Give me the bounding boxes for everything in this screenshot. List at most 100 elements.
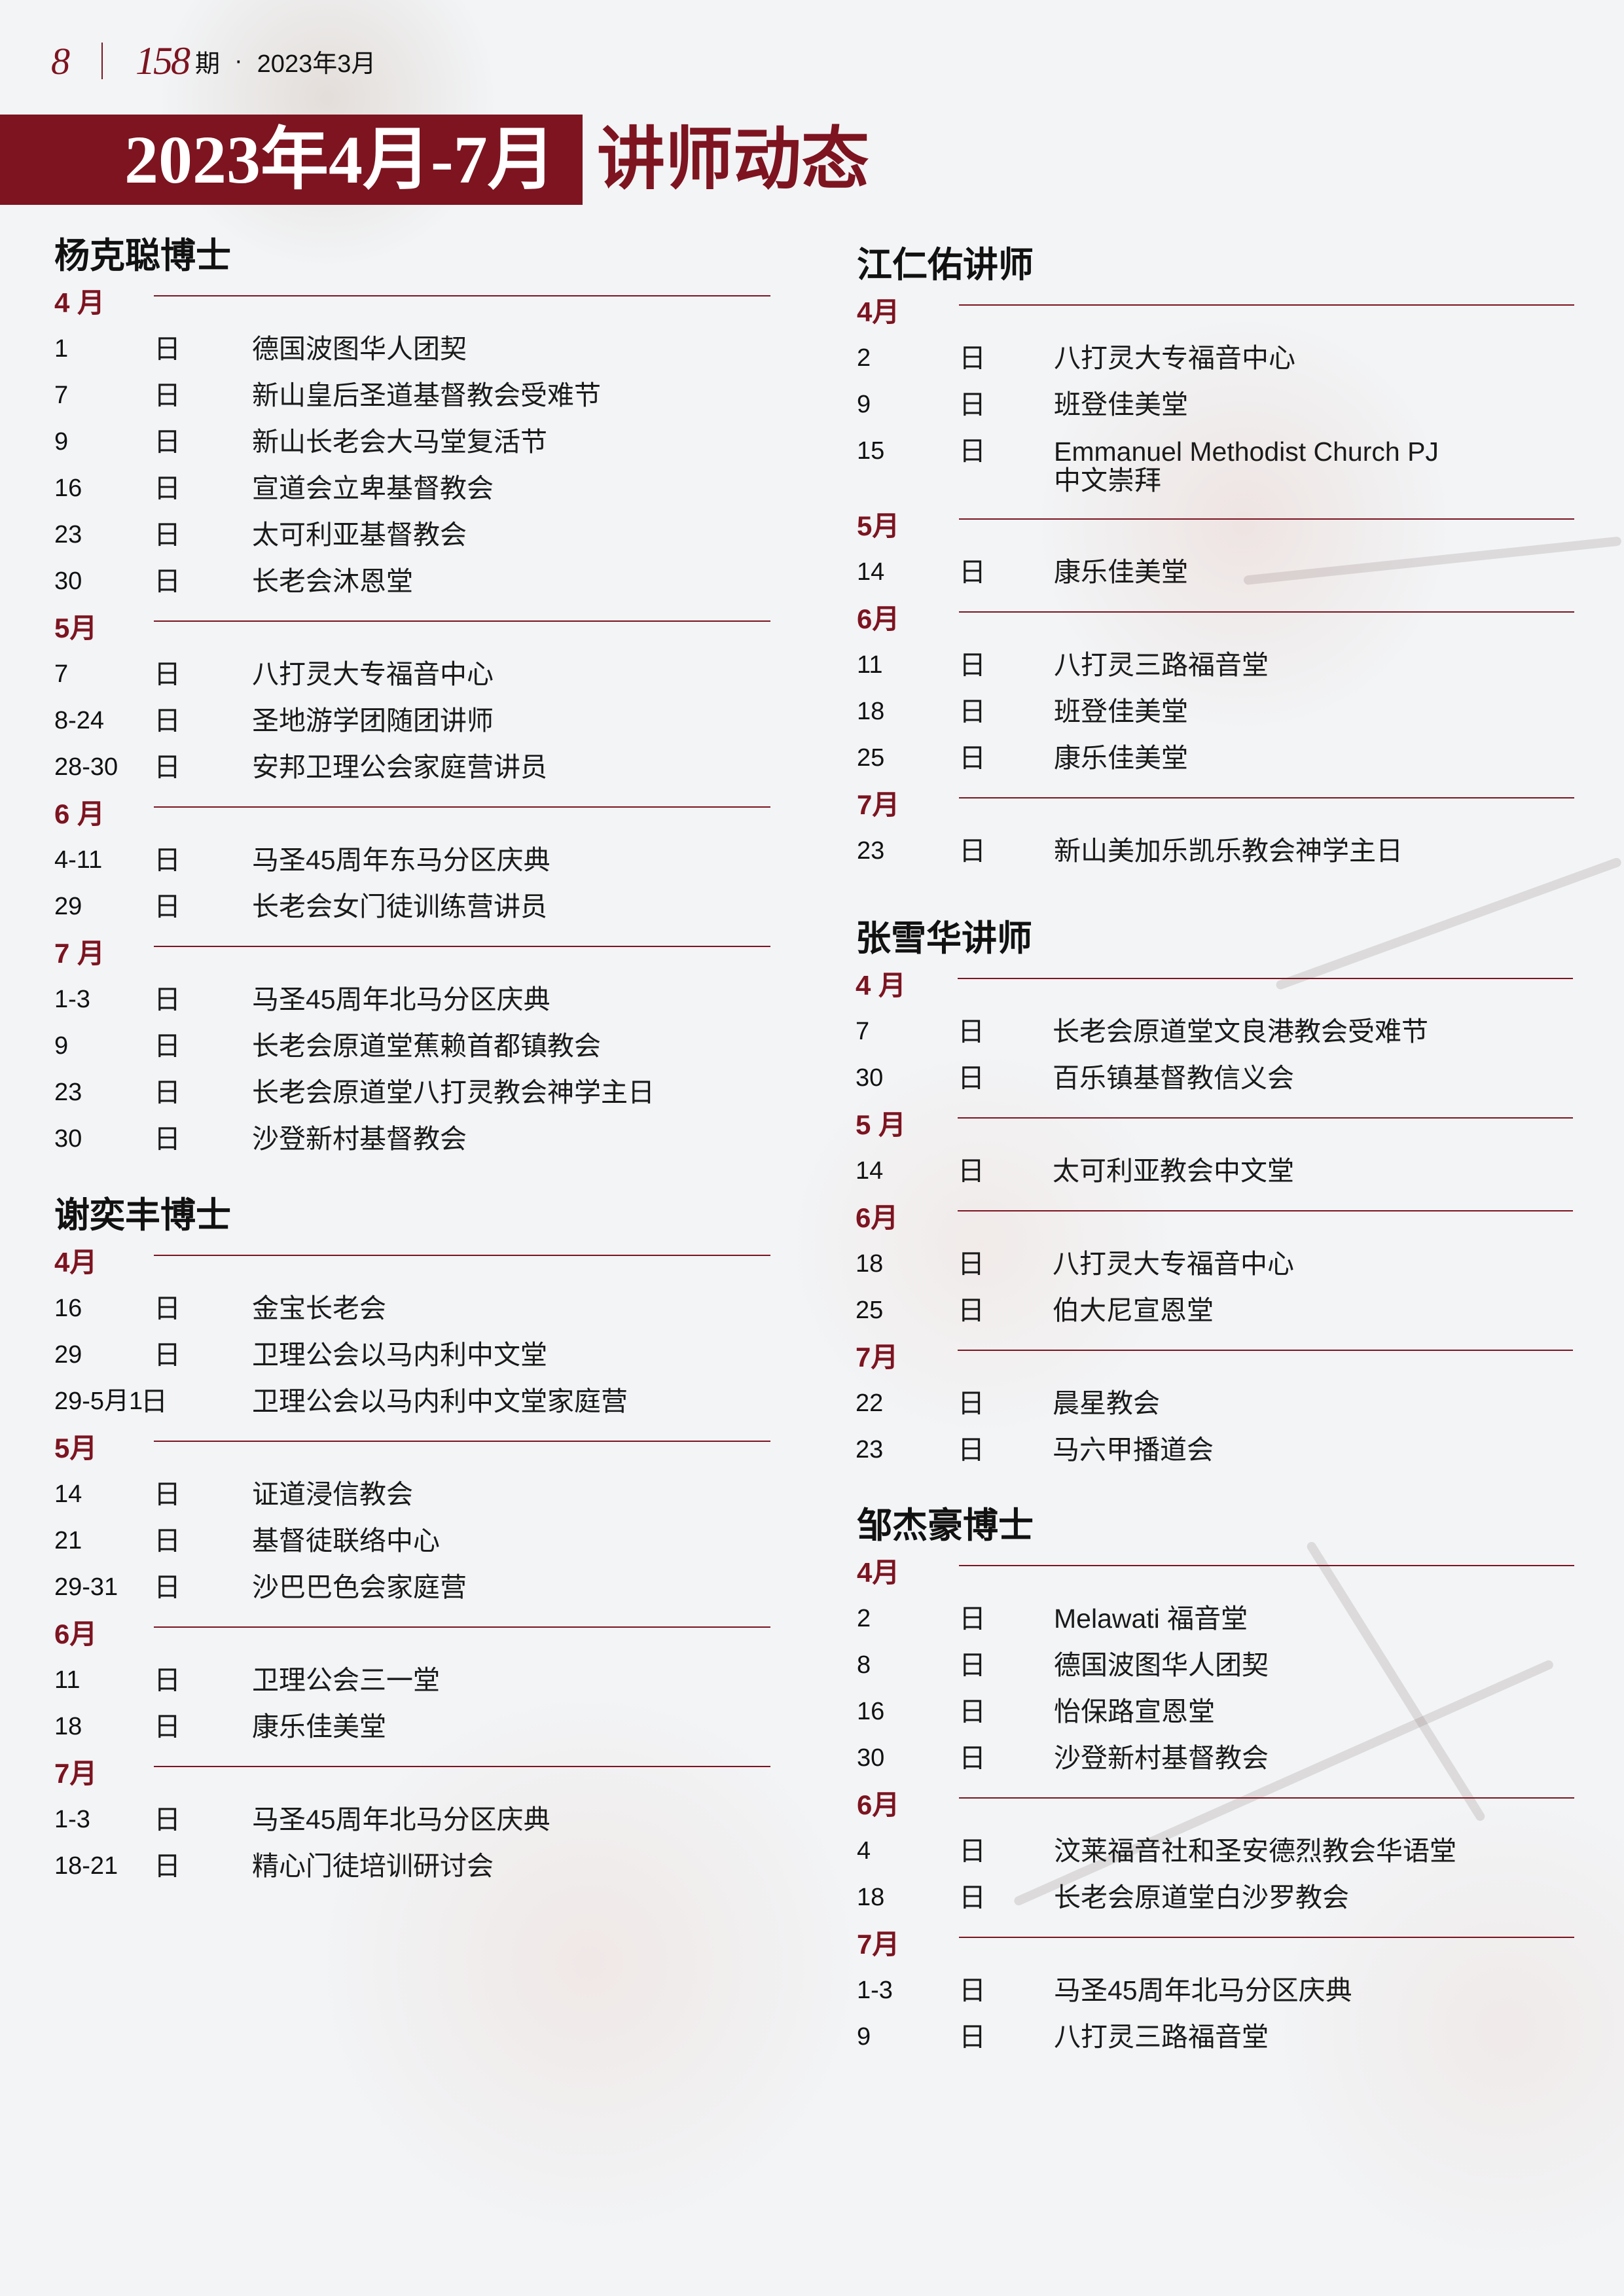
day-label: 日 bbox=[154, 1293, 181, 1323]
event-date: 1-3 bbox=[857, 1977, 893, 2004]
event-date: 4-11 bbox=[54, 846, 103, 874]
event-place: 新山皇后圣道基督教会受难节 bbox=[252, 380, 601, 410]
day-label: 日 bbox=[154, 1851, 181, 1881]
month-divider bbox=[154, 1766, 770, 1767]
month-label: 4 月 bbox=[54, 287, 105, 318]
schedule-row: 18 日 康乐佳美堂 bbox=[54, 1704, 770, 1750]
event-place: 八打灵三路福音堂 bbox=[1054, 650, 1269, 680]
event-place: 长老会女门徒训练营讲员 bbox=[252, 891, 547, 922]
month-divider bbox=[154, 806, 770, 808]
day-label: 日 bbox=[959, 1882, 986, 1912]
event-date: 29 bbox=[54, 893, 82, 920]
schedule-row: 30 日 沙登新村基督教会 bbox=[857, 1735, 1574, 1782]
event-place: 长老会原道堂蕉赖首都镇教会 bbox=[252, 1031, 601, 1061]
event-place: 晨星教会 bbox=[1053, 1388, 1160, 1418]
event-date: 18 bbox=[856, 1250, 884, 1278]
event-date: 22 bbox=[856, 1390, 884, 1417]
day-label: 日 bbox=[154, 380, 181, 410]
month-header: 6月 bbox=[856, 1194, 1573, 1241]
title-banner bbox=[0, 115, 583, 205]
day-label: 日 bbox=[154, 566, 181, 596]
schedule-row: 18 日 长老会原道堂白沙罗教会 bbox=[857, 1874, 1574, 1921]
month-divider bbox=[154, 1441, 770, 1442]
month-divider bbox=[959, 611, 1574, 613]
event-place: 新山美加乐凯乐教会神学主日 bbox=[1054, 836, 1403, 866]
schedule-row: 18-21 日 精心门徒培训研讨会 bbox=[54, 1843, 770, 1890]
separator-dot: · bbox=[234, 46, 243, 75]
month-label: 7月 bbox=[54, 1758, 98, 1789]
event-place: 金宝长老会 bbox=[252, 1293, 386, 1323]
month-header: 4 月 bbox=[54, 279, 770, 326]
event-place: 八打灵三路福音堂 bbox=[1054, 2022, 1269, 2052]
day-label: 日 bbox=[154, 1031, 181, 1061]
lecturer-section: 杨克聪博士 4 月 1 日德国波图华人团契 7 日新山皇后圣道基督教会受难节 9 日新山长老会… bbox=[54, 233, 770, 1162]
event-place: 长老会原道堂文良港教会受难节 bbox=[1053, 1016, 1428, 1047]
day-label: 日 bbox=[958, 1435, 984, 1465]
schedule-row: 29 日 长老会女门徒训练营讲员 bbox=[54, 884, 770, 930]
day-label: 日 bbox=[154, 1340, 181, 1370]
month-label: 7 月 bbox=[54, 938, 105, 969]
month-label: 6月 bbox=[856, 1202, 899, 1233]
event-date: 2 bbox=[857, 1605, 871, 1632]
event-place: 康乐佳美堂 bbox=[1054, 557, 1188, 587]
month-label: 6月 bbox=[857, 1789, 900, 1820]
event-place: 沙登新村基督教会 bbox=[252, 1124, 467, 1154]
event-date: 29 bbox=[54, 1341, 82, 1369]
day-label: 日 bbox=[154, 334, 181, 364]
month-divider bbox=[959, 797, 1574, 798]
day-label: 日 bbox=[958, 1063, 984, 1093]
event-place: 沙登新村基督教会 bbox=[1054, 1743, 1269, 1773]
schedule-row: 7 日 新山皇后圣道基督教会受难节 bbox=[54, 372, 770, 419]
schedule-row: 23 日 太可利亚基督教会 bbox=[54, 512, 770, 558]
issue-date: 2023年3月 bbox=[257, 50, 376, 78]
event-place: 马圣45周年北马分区庆典 bbox=[1054, 1975, 1352, 2005]
month-label: 5月 bbox=[54, 613, 98, 643]
event-date: 7 bbox=[54, 382, 69, 409]
event-place: 班登佳美堂 bbox=[1054, 389, 1188, 420]
event-date: 4 bbox=[857, 1837, 871, 1865]
schedule-row: 14 日 康乐佳美堂 bbox=[857, 549, 1574, 596]
schedule-row: 22 日 晨星教会 bbox=[856, 1380, 1573, 1427]
schedule-row: 4-11 日 马圣45周年东马分区庆典 bbox=[54, 837, 770, 884]
month-label: 5 月 bbox=[856, 1109, 907, 1140]
event-date: 14 bbox=[54, 1480, 82, 1508]
month-divider bbox=[959, 1797, 1574, 1799]
day-label: 日 bbox=[154, 473, 181, 503]
month-label: 6月 bbox=[54, 1619, 98, 1649]
month-label: 4 月 bbox=[856, 970, 907, 1001]
event-date: 18 bbox=[857, 698, 885, 725]
event-date: 11 bbox=[857, 651, 883, 679]
day-label: 日 bbox=[959, 1604, 986, 1634]
schedule-row: 14 日 证道浸信教会 bbox=[54, 1471, 770, 1518]
event-date: 28-30 bbox=[54, 753, 118, 781]
month-header: 5月 bbox=[54, 1425, 770, 1471]
day-label: 日 bbox=[154, 891, 181, 922]
day-label: 日 bbox=[154, 427, 181, 457]
schedule-row: 9 日 班登佳美堂 bbox=[857, 382, 1574, 428]
month-divider bbox=[959, 1565, 1574, 1566]
month-divider bbox=[154, 946, 770, 947]
event-date: 16 bbox=[54, 1295, 82, 1322]
day-label: 日 bbox=[959, 1650, 986, 1680]
event-date: 25 bbox=[856, 1297, 884, 1324]
schedule-row: 23 日 马六甲播道会 bbox=[856, 1427, 1573, 1473]
month-divider bbox=[958, 978, 1573, 979]
schedule-row: 7 日 八打灵大专福音中心 bbox=[54, 651, 770, 698]
event-date: 1-3 bbox=[54, 986, 90, 1013]
day-label: 日 bbox=[154, 659, 181, 689]
event-place: 班登佳美堂 bbox=[1054, 696, 1188, 726]
day-label: 日 bbox=[154, 520, 181, 550]
month-header: 4月 bbox=[857, 1549, 1574, 1596]
day-label: 日 bbox=[154, 1804, 181, 1835]
event-place: 康乐佳美堂 bbox=[252, 1712, 386, 1742]
schedule-row: 9 日 八打灵三路福音堂 bbox=[857, 2014, 1574, 2060]
schedule-row: 21 日 基督徒联络中心 bbox=[54, 1518, 770, 1564]
schedule-row: 11 日 卫理公会三一堂 bbox=[54, 1657, 770, 1704]
month-divider bbox=[958, 1117, 1573, 1119]
event-date: 18 bbox=[54, 1713, 82, 1740]
event-date: 16 bbox=[54, 475, 82, 502]
event-place-line2: 中文崇拜 bbox=[1054, 465, 1161, 495]
day-label: 日 bbox=[959, 343, 986, 373]
month-label: 5月 bbox=[54, 1433, 98, 1463]
month-divider bbox=[959, 304, 1574, 306]
